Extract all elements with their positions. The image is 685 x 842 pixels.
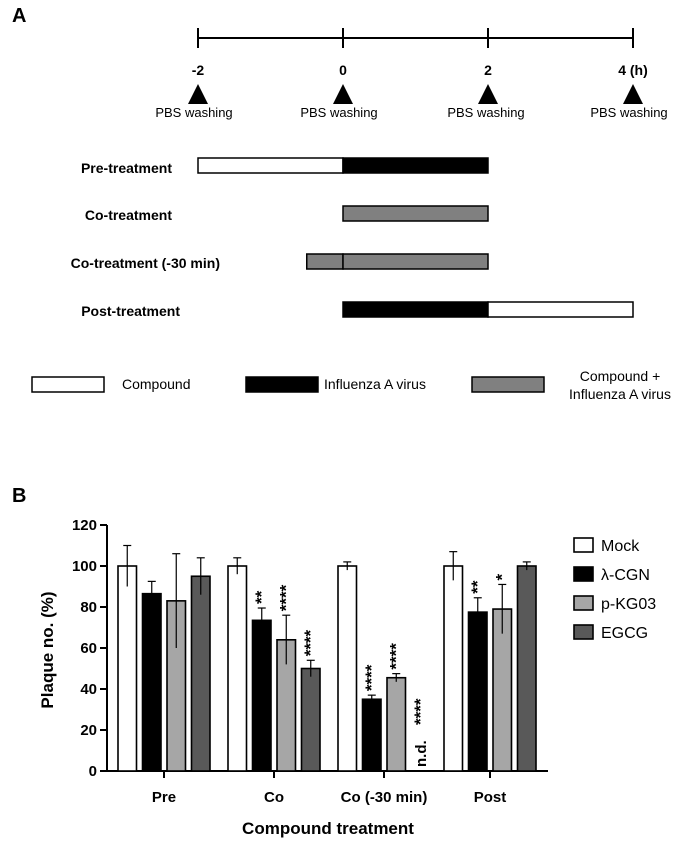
bar bbox=[516, 565, 537, 772]
timeline-tick-label: 2 bbox=[484, 62, 492, 78]
panel-b-label: B bbox=[12, 485, 26, 507]
bar bbox=[386, 676, 407, 772]
legend-compound-label: Compound bbox=[122, 376, 191, 392]
y-tick-label: 100 bbox=[72, 558, 97, 575]
washing-label: PBS washing bbox=[590, 105, 667, 120]
treatment-rows: Pre-treatment Co-treatment Co-treatment … bbox=[71, 157, 634, 319]
significance-label: * bbox=[492, 573, 511, 580]
bar bbox=[443, 565, 464, 772]
y-tick-label: 60 bbox=[80, 640, 97, 657]
row-label-pre: Pre-treatment bbox=[81, 160, 172, 176]
bar-chart: Plaque no. (%) Compound treatment 0 20 40 6… bbox=[38, 517, 656, 838]
significance-label: **** bbox=[362, 664, 381, 691]
legend-virus-swatch bbox=[245, 376, 319, 393]
legend-mix-label-line1: Compound + bbox=[580, 368, 661, 384]
significance-label: ** bbox=[468, 580, 487, 594]
timeline-tick-label: -2 bbox=[192, 62, 205, 78]
treatment-segment-compound bbox=[197, 157, 344, 174]
row-label-co: Co-treatment bbox=[85, 207, 172, 223]
y-tick-label: 80 bbox=[80, 599, 97, 616]
timeline: -2 0 2 4 (h) PBS washing PBS washing PBS… bbox=[155, 28, 668, 120]
washing-triangle-icon bbox=[188, 84, 208, 104]
bar bbox=[300, 667, 321, 772]
y-tick-label: 120 bbox=[72, 517, 97, 534]
y-tick-label: 40 bbox=[80, 681, 97, 698]
row-label-post: Post-treatment bbox=[81, 303, 180, 319]
treatment-segment-virus bbox=[342, 157, 489, 174]
timeline-tick-label: 4 (h) bbox=[618, 62, 648, 78]
panel-a-label: A bbox=[12, 5, 26, 27]
y-tick-label: 20 bbox=[80, 722, 97, 739]
washing-label: PBS washing bbox=[447, 105, 524, 120]
bar bbox=[337, 565, 358, 772]
x-tick-label: Post bbox=[474, 789, 507, 806]
x-tick-label: Co bbox=[264, 789, 284, 806]
x-tick-label: Co (-30 min) bbox=[341, 789, 428, 806]
treatment-segment-mix bbox=[342, 205, 489, 222]
significance-label: **** bbox=[386, 643, 405, 670]
y-axis-title: Plaque no. (%) bbox=[38, 591, 57, 708]
treatment-segment-mix bbox=[342, 253, 489, 270]
bar bbox=[190, 575, 211, 772]
row-bars bbox=[197, 157, 634, 318]
washing-triangle-icon bbox=[333, 84, 353, 104]
legend-label: EGCG bbox=[601, 625, 648, 642]
legend-mix-label-line2: Influenza A virus bbox=[569, 386, 671, 402]
legend-compound-swatch bbox=[31, 376, 105, 393]
treatment-segment-virus bbox=[342, 301, 489, 318]
legend-mix-swatch bbox=[471, 376, 545, 393]
missing-label: n.d. bbox=[413, 740, 430, 767]
x-axis-title: Compound treatment bbox=[242, 819, 414, 838]
panel-a-legend: Compound Influenza A virus Compound + In… bbox=[31, 368, 671, 402]
significance-label: **** bbox=[301, 629, 320, 656]
washing-triangle-icon bbox=[478, 84, 498, 104]
washing-label: PBS washing bbox=[300, 105, 377, 120]
chart-legend: Mock λ-CGN p-KG03 EGCG bbox=[573, 537, 656, 642]
legend-label: λ-CGN bbox=[601, 567, 650, 584]
legend-swatch bbox=[573, 595, 594, 611]
bar bbox=[227, 565, 248, 772]
legend-swatch bbox=[573, 566, 594, 582]
significance-label: **** bbox=[411, 698, 430, 725]
row-label-co-30: Co-treatment (-30 min) bbox=[71, 255, 220, 271]
y-tick-label: 0 bbox=[89, 763, 97, 780]
legend-swatch bbox=[573, 624, 594, 640]
treatment-segment-compound bbox=[487, 301, 634, 318]
washing-triangle-icon bbox=[623, 84, 643, 104]
timeline-tick-label: 0 bbox=[339, 62, 347, 78]
legend-swatch bbox=[573, 537, 594, 553]
legend-label: p-KG03 bbox=[601, 596, 656, 613]
significance-label: **** bbox=[276, 584, 295, 611]
legend-virus-label: Influenza A virus bbox=[324, 376, 426, 392]
legend-label: Mock bbox=[601, 538, 640, 555]
bar bbox=[117, 565, 138, 772]
treatment-segment-mix bbox=[306, 253, 344, 270]
bar bbox=[251, 619, 272, 772]
washing-label: PBS washing bbox=[155, 105, 232, 120]
bar bbox=[141, 592, 162, 772]
x-tick-label: Pre bbox=[152, 789, 176, 806]
bar bbox=[361, 698, 382, 772]
bar bbox=[467, 611, 488, 772]
significance-label: ** bbox=[252, 590, 271, 604]
